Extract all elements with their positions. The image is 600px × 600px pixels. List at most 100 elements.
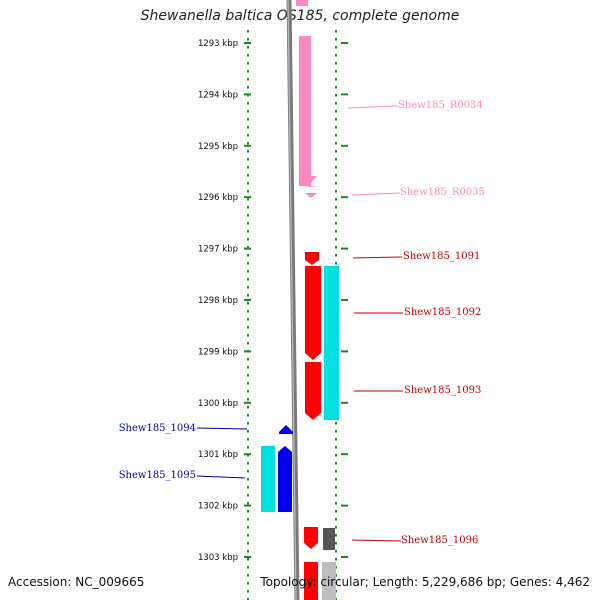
tick-mark-right [341, 42, 348, 44]
axis-dot [247, 486, 249, 489]
tick-mark-right [341, 453, 348, 456]
axis-dot [247, 86, 249, 89]
axis-dot [335, 62, 337, 65]
leader-1095 [196, 475, 246, 479]
tick-mark-right [341, 144, 348, 147]
leader-1094 [196, 427, 248, 430]
axis-dot [335, 150, 337, 153]
map-title: Shewanella baltica OS185, complete genom… [140, 8, 460, 24]
axis-dot [335, 534, 337, 537]
gene-label-r0034: Shew185_R0034 [398, 100, 483, 111]
tick-mark-right [341, 401, 348, 404]
tick-layer: 1293 kbp 1294 kbp 1295 kbp 1296 kbp 1297 kbp… [198, 39, 348, 563]
axis-dot [247, 102, 249, 105]
gene-label-1092: Shew185_1092 [404, 307, 481, 318]
axis-dot [247, 390, 249, 393]
axis-dot [335, 238, 337, 241]
rna-feature-r0034 [299, 36, 317, 187]
cds-feature-1095 [278, 446, 292, 512]
axis-dot [247, 70, 249, 73]
tick-label: 1296 kbp [198, 193, 238, 203]
axis-dot [335, 422, 337, 425]
axis-dot [335, 134, 337, 137]
leader-r0035 [351, 192, 401, 196]
axis-dot [247, 510, 249, 513]
axis-dot [247, 214, 249, 217]
axis-dot [335, 30, 337, 33]
axis-dot [247, 470, 249, 473]
tick-mark-left [244, 196, 251, 199]
tick-mark-left [244, 453, 251, 456]
axis-dot [335, 494, 337, 497]
axis-dot [335, 198, 337, 201]
axis-dot [247, 198, 249, 201]
axis-dot [247, 126, 249, 129]
rna-feature-top-bar [296, 0, 308, 6]
axis-dot [247, 158, 249, 161]
axis-dot [335, 86, 337, 89]
leader-r0034 [347, 105, 399, 109]
axis-dot [247, 246, 249, 249]
tick-mark-right [341, 504, 348, 507]
axis-dot [247, 262, 249, 265]
axis-dot [247, 358, 249, 361]
tick-label: 1295 kbp [198, 142, 238, 152]
tick-mark-right [341, 556, 348, 558]
tick-mark-right [341, 299, 348, 301]
accession-text: Accession: NC_009665 [8, 575, 145, 589]
axis-dot [247, 150, 249, 153]
tick-mark-left [244, 401, 251, 404]
axis-dot [335, 438, 337, 441]
cds-feature-1091 [305, 252, 319, 265]
axis-dot [247, 518, 249, 521]
tick-mark-right [341, 247, 348, 250]
axis-dot [247, 598, 249, 600]
cds-feature-1096 [304, 527, 318, 549]
axis-dot [335, 214, 337, 217]
axis-dot [247, 174, 249, 177]
rna-feature-r0035 [305, 193, 317, 198]
gene-label-1091: Shew185_1091 [403, 251, 480, 262]
axis-dot [247, 254, 249, 257]
axis-dot [335, 206, 337, 209]
axis-dot [335, 230, 337, 233]
axis-dot [335, 102, 337, 105]
axis-dot [335, 118, 337, 121]
cds-feature-bottom [304, 562, 318, 600]
cds-feature-1094 [279, 425, 293, 434]
axis-dot [335, 54, 337, 57]
axis-dot [247, 54, 249, 57]
unknown-feature [323, 528, 335, 550]
axis-dot [247, 590, 249, 593]
axis-dot [247, 142, 249, 145]
cds-feature-1092 [305, 266, 321, 360]
axis-dot [335, 78, 337, 81]
axis-dot [247, 582, 249, 585]
axis-dot [335, 518, 337, 521]
gene-label-1095: Shew185_1095 [119, 470, 196, 481]
leader-1096 [351, 539, 402, 542]
axis-dot [247, 326, 249, 329]
tick-mark-left [244, 299, 251, 301]
axis-dot [335, 462, 337, 465]
match-feature-right [324, 266, 339, 420]
axis-dot [247, 30, 249, 33]
axis-dot [247, 366, 249, 369]
axis-dot [247, 206, 249, 209]
axis-dot [247, 38, 249, 41]
axis-dot [247, 574, 249, 577]
axis-dot [335, 430, 337, 433]
axis-dot [247, 318, 249, 321]
axis-dot [335, 510, 337, 513]
tick-label: 1301 kbp [198, 450, 238, 460]
tick-label: 1293 kbp [198, 39, 238, 49]
axis-dot [247, 294, 249, 297]
leader-1091 [352, 256, 403, 259]
axis-dot [247, 310, 249, 313]
tick-mark-right [341, 350, 348, 353]
axis-dot [247, 502, 249, 505]
axis-dot [335, 478, 337, 481]
genome-backbone-highlight [287, 0, 297, 600]
axis-dot [247, 462, 249, 465]
